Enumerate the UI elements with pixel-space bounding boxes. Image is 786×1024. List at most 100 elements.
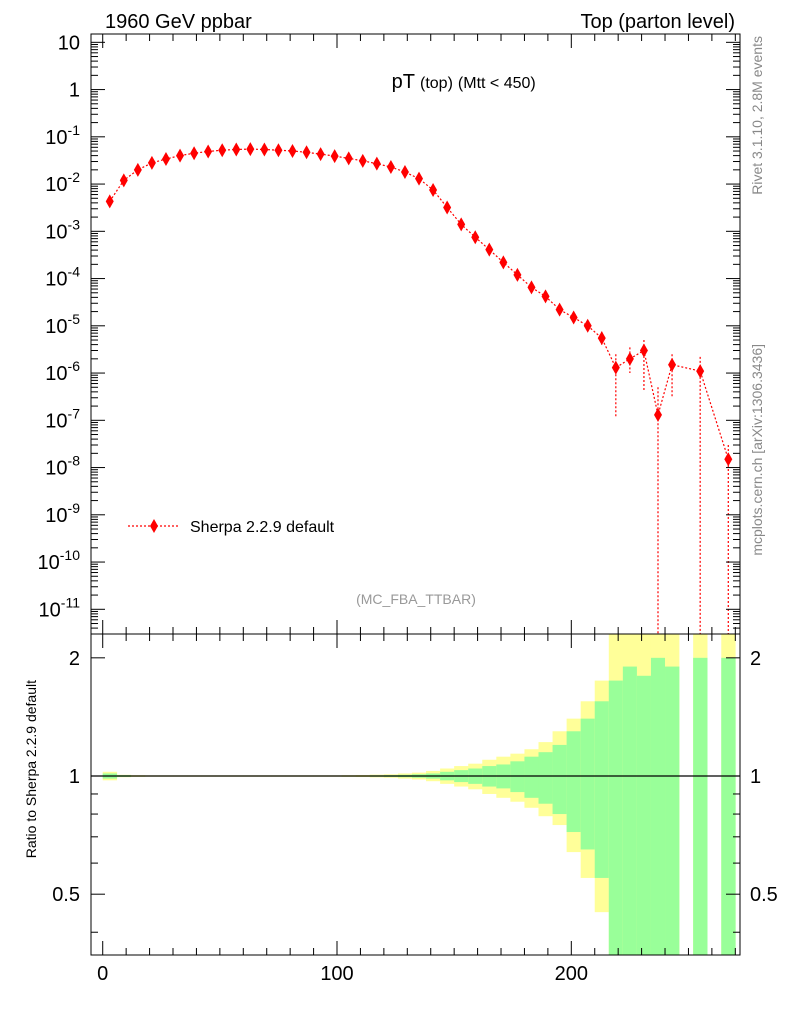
y-tick-label: 10-6 — [45, 358, 80, 385]
ratio-band-inner — [552, 744, 567, 815]
y-tick-label-exponent: -11 — [61, 594, 80, 610]
data-point — [639, 343, 648, 358]
data-point — [527, 280, 536, 295]
y-tick-label-exponent: -10 — [60, 547, 80, 563]
data-point — [330, 149, 339, 164]
data-point — [147, 155, 156, 170]
y-tick-label: 10 — [58, 32, 80, 54]
data-point — [499, 255, 508, 270]
data-point — [260, 142, 269, 157]
data-point — [513, 267, 522, 282]
y-tick-label: 10-9 — [45, 500, 80, 527]
plot-title-sub2: (Mtt < 450) — [458, 75, 536, 92]
y-tick-label: 10-5 — [45, 311, 80, 338]
data-point — [204, 144, 213, 159]
y-tick-label-base: 10 — [45, 127, 67, 149]
header-right: Top (parton level) — [580, 11, 735, 33]
ratio-band-inner — [721, 657, 736, 955]
y-tick-label-exponent: -6 — [68, 358, 81, 374]
ratio-band-inner — [622, 666, 638, 955]
mcplots-label: mcplots.cern.ch [arXiv:1306.3436] — [749, 344, 765, 556]
data-point — [133, 162, 142, 177]
series-line — [109, 148, 729, 460]
data-point — [569, 310, 578, 325]
ratio-band-inner — [510, 761, 525, 793]
data-point — [724, 452, 733, 467]
y-tick-label-base: 10 — [38, 552, 60, 574]
data-point — [429, 182, 438, 197]
y-tick-label-exponent: -2 — [68, 169, 81, 185]
data-point — [400, 165, 409, 180]
y-tick-label-exponent: -7 — [68, 405, 81, 421]
data-point — [485, 242, 494, 257]
ratio-y-tick-label-right: 2 — [750, 648, 761, 670]
y-tick-label: 1 — [69, 80, 80, 102]
y-tick-label-exponent: -9 — [68, 500, 81, 516]
ratio-y-tick-label: 2 — [69, 648, 80, 670]
y-tick-label-base: 10 — [45, 505, 67, 527]
y-tick-label-base: 10 — [45, 269, 67, 291]
header-left: 1960 GeV ppbar — [105, 11, 252, 33]
plot-title-sub1: (top) — [420, 75, 453, 92]
data-point — [653, 407, 662, 422]
ratio-y-tick-label: 1 — [69, 766, 80, 788]
data-point — [302, 145, 311, 160]
data-point — [176, 148, 185, 163]
y-tick-label-base: 10 — [39, 599, 61, 621]
y-tick-label-base: 10 — [45, 174, 67, 196]
ratio-y-tick-label-right: 0.5 — [750, 884, 778, 906]
y-tick-label-exponent: -5 — [68, 311, 81, 327]
y-tick-label-exponent: -4 — [68, 264, 81, 280]
ratio-band-inner — [608, 680, 624, 955]
ratio-band-inner — [693, 657, 708, 955]
data-point — [190, 146, 199, 161]
data-point — [443, 200, 452, 215]
x-tick-label: 200 — [555, 963, 588, 985]
y-tick-label: 10-10 — [38, 547, 81, 574]
x-tick-label: 100 — [320, 963, 353, 985]
data-point — [386, 159, 395, 174]
y-tick-label: 10-4 — [45, 264, 80, 291]
y-tick-label: 10-8 — [45, 453, 80, 480]
data-point — [541, 289, 550, 304]
y-tick-label: 10-7 — [45, 405, 80, 432]
y-tick-label-base: 10 — [45, 410, 67, 432]
legend-marker — [150, 519, 158, 533]
plot-title: pT — [392, 71, 415, 93]
ratio-ylabel: Ratio to Sherpa 2.2.9 default — [23, 680, 39, 858]
y-tick-label-base: 10 — [45, 221, 67, 243]
ratio-band-inner — [538, 752, 553, 804]
y-tick-label: 10-11 — [39, 594, 81, 621]
data-point — [457, 217, 466, 232]
data-point — [218, 143, 227, 158]
ratio-y-tick-label: 0.5 — [52, 884, 80, 906]
y-tick-label-exponent: -3 — [68, 216, 81, 232]
data-point — [415, 171, 424, 186]
y-tick-label-base: 10 — [45, 363, 67, 385]
ratio-plot-panel: 0.5 0.5 1 1 2 2 0 100 200 Ratio to Sherpa 2.2.9… — [23, 633, 778, 985]
data-point — [274, 143, 283, 158]
ratio-band-inner — [636, 675, 652, 955]
data-point — [119, 173, 128, 188]
main-plot-frame — [90, 33, 741, 635]
ratio-band-inner — [665, 666, 680, 955]
ratio-band-inner — [524, 756, 539, 798]
data-point — [344, 151, 353, 166]
ratio-band-inner — [566, 731, 581, 833]
x-tick-label: 0 — [97, 963, 108, 985]
legend-label: Sherpa 2.2.9 default — [190, 519, 335, 536]
data-point — [597, 331, 606, 346]
rivet-label: Rivet 3.1.10, 2.8M events — [749, 36, 765, 195]
data-point — [611, 360, 620, 375]
data-point — [372, 156, 381, 171]
y-tick-label: 10-1 — [45, 122, 80, 149]
plot-title-sub: (top) (Mtt < 450) — [420, 75, 536, 92]
data-point — [696, 364, 705, 379]
y-tick-label-exponent: -8 — [68, 453, 81, 469]
data-point — [105, 194, 114, 209]
data-point — [288, 144, 297, 159]
plot-title-main: pT — [392, 71, 415, 93]
ratio-band-inner — [580, 718, 596, 850]
y-tick-label-base: 10 — [45, 316, 67, 338]
